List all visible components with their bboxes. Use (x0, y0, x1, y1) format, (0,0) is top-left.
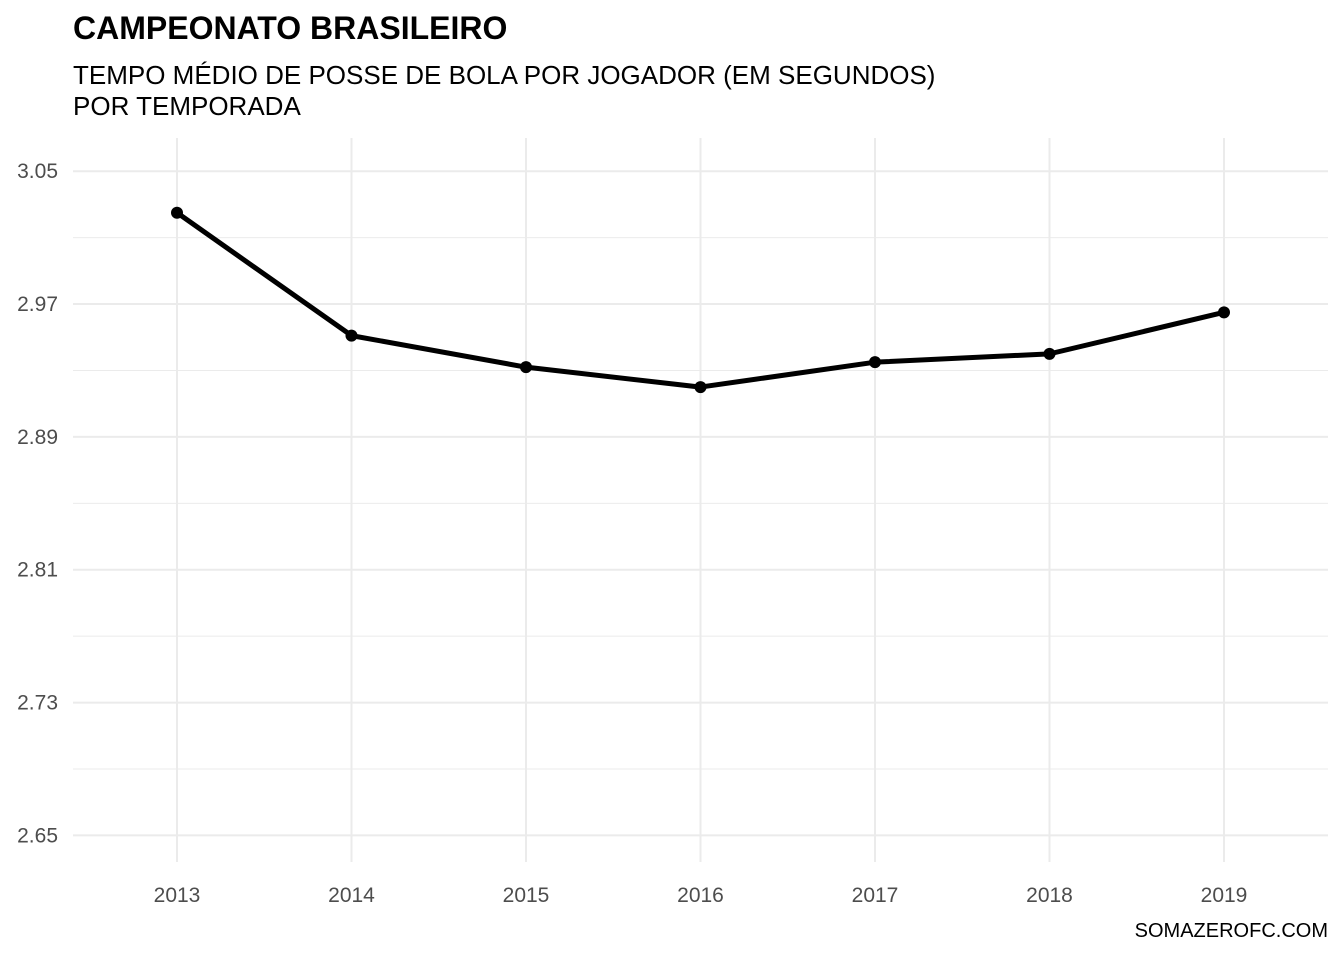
data-point (171, 206, 183, 219)
x-tick-label: 2013 (154, 884, 201, 907)
subtitle-line-2: POR TEMPORADA (73, 91, 301, 121)
data-point (520, 361, 532, 374)
data-point (345, 329, 358, 342)
y-tick-label: 2.65 (17, 824, 58, 847)
grid-lines (73, 138, 1328, 862)
y-tick-label: 2.81 (17, 559, 58, 582)
data-series (171, 206, 1230, 394)
x-axis-ticks: 2013 2014 2015 2016 2017 2018 2019 (154, 884, 1248, 907)
x-tick-label: 2014 (328, 884, 375, 907)
y-tick-label: 2.73 (17, 692, 58, 715)
x-tick-label: 2018 (1026, 884, 1073, 907)
data-point (869, 356, 881, 369)
source-caption: SOMAZEROFC.COM (1134, 920, 1328, 942)
x-tick-label: 2016 (677, 884, 724, 907)
x-tick-label: 2017 (852, 884, 899, 907)
x-tick-label: 2015 (503, 884, 550, 907)
y-tick-label: 2.97 (17, 293, 58, 316)
subtitle-line-1: TEMPO MÉDIO DE POSSE DE BOLA POR JOGADOR… (73, 60, 936, 90)
chart-title: CAMPEONATO BRASILEIRO (73, 10, 508, 46)
y-tick-label: 2.89 (17, 426, 58, 449)
chart-subtitle: TEMPO MÉDIO DE POSSE DE BOLA POR JOGADOR… (73, 60, 1273, 122)
y-axis-ticks: 2.65 2.73 2.81 2.89 2.97 3.05 (17, 160, 58, 847)
data-point (1218, 306, 1230, 319)
x-tick-label: 2019 (1201, 884, 1248, 907)
data-point (1043, 347, 1056, 360)
data-point (694, 381, 707, 394)
y-tick-label: 3.05 (17, 160, 58, 183)
